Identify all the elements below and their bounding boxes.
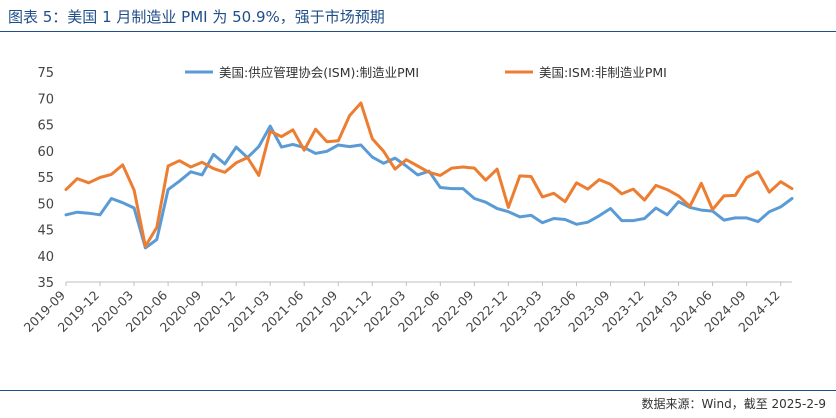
footer-divider [0, 390, 836, 391]
y-tick-label: 60 [37, 145, 54, 160]
chart-title: 图表 5：美国 1 月制造业 PMI 为 50.9%，强于市场预期 [8, 8, 385, 26]
y-tick-label: 65 [37, 119, 54, 134]
y-tick-label: 75 [37, 66, 54, 81]
y-tick-label: 40 [37, 250, 54, 265]
line-chart: 3540455055606570752019-092019-122020-032… [21, 65, 794, 335]
y-tick-label: 45 [37, 224, 54, 239]
y-tick-label: 70 [37, 92, 54, 107]
legend-label-1: 美国:供应管理协会(ISM):制造业PMI [219, 65, 419, 80]
y-tick-label: 55 [37, 171, 54, 186]
series-line-2 [64, 101, 794, 248]
title-divider [0, 31, 836, 32]
y-tick-label: 35 [37, 276, 54, 291]
y-tick-label: 50 [37, 197, 54, 212]
series-line-1 [64, 124, 794, 250]
legend-label-2: 美国:ISM:非制造业PMI [539, 65, 667, 80]
data-source-note: 数据来源：Wind，截至 2025-2-9 [641, 397, 826, 411]
